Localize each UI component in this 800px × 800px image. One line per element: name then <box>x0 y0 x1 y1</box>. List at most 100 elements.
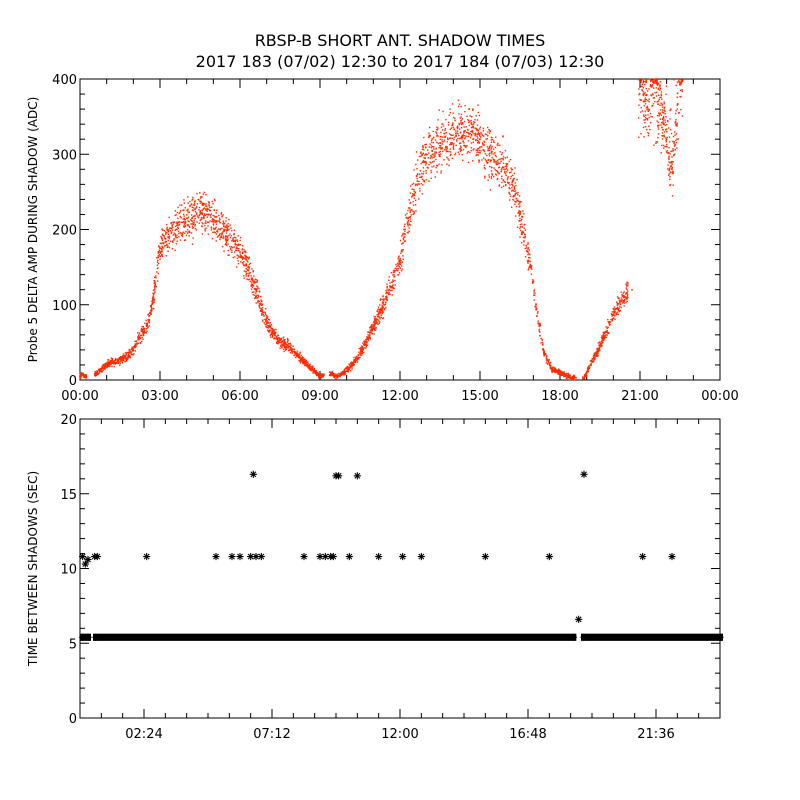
top-scatter-point <box>611 318 614 320</box>
top-scatter-point <box>505 163 508 166</box>
top-scatter-point <box>120 356 122 359</box>
top-scatter-point <box>175 222 178 224</box>
top-scatter-point <box>487 135 489 137</box>
top-scatter-point <box>496 177 499 180</box>
top-scatter-point <box>413 197 415 199</box>
top-scatter-point <box>573 374 575 377</box>
top-scatter-point <box>645 80 648 82</box>
top-scatter-point <box>351 368 353 370</box>
top-scatter-point <box>412 182 415 185</box>
top-scatter-point <box>596 347 598 350</box>
top-scatter-point <box>620 300 623 303</box>
top-scatter-point <box>380 307 383 309</box>
top-scatter-point <box>542 347 544 350</box>
top-scatter-point <box>449 134 452 136</box>
top-scatter-point <box>460 120 462 122</box>
top-scatter-point <box>372 327 374 330</box>
top-scatter-point <box>611 314 614 316</box>
top-scatter-point <box>171 229 174 231</box>
top-scatter-point <box>191 199 193 201</box>
top-scatter-point <box>483 149 485 151</box>
top-scatter-point <box>250 283 253 285</box>
top-scatter-point <box>212 231 214 234</box>
top-scatter-point <box>236 249 238 252</box>
top-scatter-point <box>201 203 204 206</box>
top-scatter-point <box>656 124 659 127</box>
top-scatter-point <box>193 219 195 222</box>
top-scatter-point <box>240 257 243 259</box>
top-scatter-point <box>400 252 402 254</box>
top-scatter-point <box>234 239 237 241</box>
top-scatter-point <box>122 355 124 357</box>
top-scatter-point <box>408 199 410 201</box>
top-scatter-point <box>398 265 400 268</box>
top-scatter-point <box>545 357 548 359</box>
bottom-data-point <box>375 552 383 561</box>
top-scatter-point <box>213 228 215 230</box>
top-scatter-point <box>512 179 515 182</box>
top-scatter-point <box>665 138 668 141</box>
top-scatter-point <box>141 340 143 343</box>
top-scatter-point <box>249 280 252 283</box>
top-scatter-point <box>454 152 457 155</box>
top-scatter-point <box>675 139 677 142</box>
top-scatter-point <box>416 168 418 170</box>
top-scatter-point <box>362 344 365 346</box>
top-scatter-point <box>409 185 412 187</box>
top-scatter-point <box>248 266 251 269</box>
top-scatter-point <box>619 305 621 307</box>
top-scatter-point <box>182 221 185 223</box>
top-scatter-point <box>301 361 304 363</box>
top-scatter-point <box>354 357 357 359</box>
top-scatter-point <box>416 177 418 180</box>
top-scatter-point <box>427 167 429 169</box>
top-scatter-point <box>271 330 274 332</box>
top-scatter-point <box>94 375 97 377</box>
top-scatter-point <box>511 179 514 182</box>
top-scatter-point <box>225 220 227 222</box>
top-scatter-point <box>664 145 666 148</box>
top-scatter-point <box>323 374 325 376</box>
top-scatter-point <box>606 331 608 333</box>
top-scatter-point <box>161 229 164 231</box>
top-scatter-point <box>484 168 486 170</box>
top-scatter-point <box>184 225 187 228</box>
top-scatter-point <box>347 369 349 372</box>
top-scatter-point <box>668 157 670 159</box>
top-scatter-point <box>529 257 531 259</box>
top-scatter-point <box>134 345 136 347</box>
top-scatter-point <box>386 296 388 298</box>
top-scatter-point <box>348 368 350 370</box>
top-scatter-point <box>121 358 123 361</box>
top-scatter-point <box>598 347 600 349</box>
top-scatter-point <box>201 196 203 198</box>
top-scatter-point <box>205 205 208 207</box>
top-scatter-point <box>648 125 650 127</box>
top-scatter-point <box>385 297 388 299</box>
top-scatter-point <box>212 220 215 222</box>
top-scatter-point <box>146 327 149 329</box>
top-scatter-point <box>423 170 425 173</box>
top-scatter-point <box>106 365 109 368</box>
top-scatter-point <box>384 301 387 303</box>
top-scatter-point <box>439 148 442 150</box>
top-scatter-point <box>601 335 603 337</box>
top-scatter-point <box>79 375 81 377</box>
top-scatter-point <box>211 200 213 203</box>
top-scatter-point <box>253 275 255 277</box>
top-scatter-point <box>621 295 624 297</box>
top-scatter-point <box>82 376 84 378</box>
top-scatter-point <box>646 109 648 111</box>
bottom-data-point <box>247 552 255 561</box>
top-scatter-point <box>649 83 652 86</box>
top-scatter-point <box>425 146 427 148</box>
top-scatter-point <box>384 303 386 306</box>
top-scatter-point <box>507 176 509 178</box>
top-scatter-point <box>515 200 517 203</box>
top-scatter-point <box>533 294 535 296</box>
top-scatter-point <box>156 261 159 264</box>
top-scatter-point <box>310 367 312 369</box>
top-scatter-point <box>192 196 194 199</box>
top-scatter-point <box>571 377 573 380</box>
top-scatter-point <box>502 158 504 160</box>
